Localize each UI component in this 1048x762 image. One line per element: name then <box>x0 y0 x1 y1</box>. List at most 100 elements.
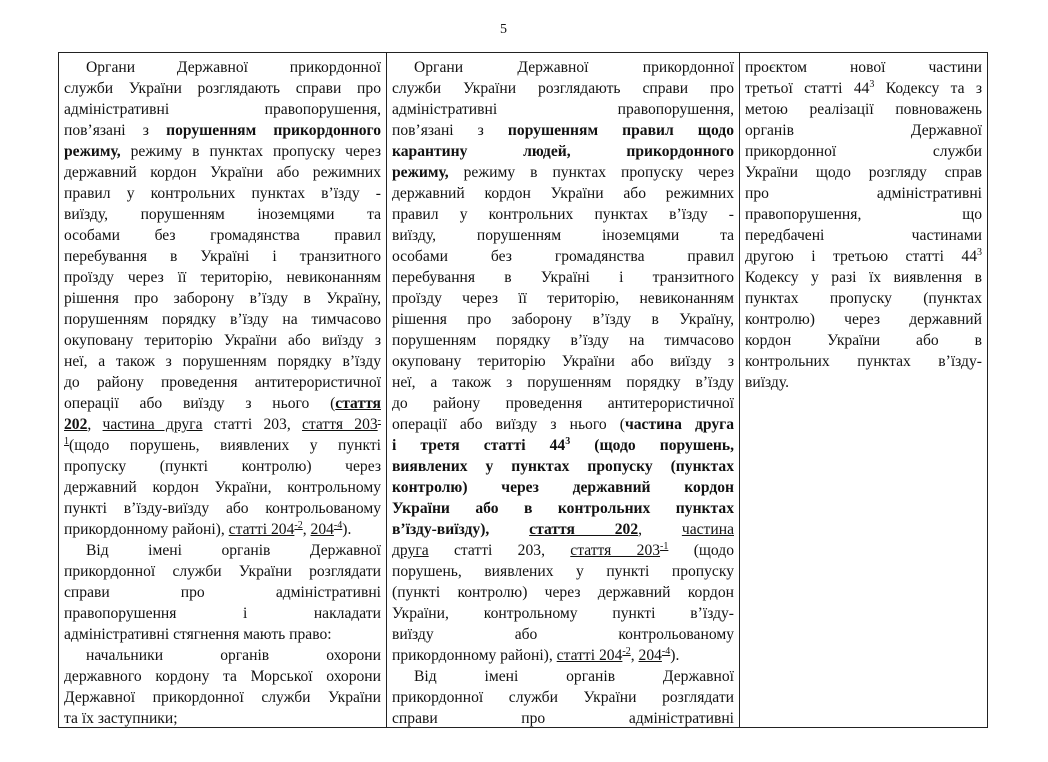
text-segment: Державної прикордонної служби України <box>64 689 381 706</box>
text-line: правил у контрольних пунктах в’їзду - <box>64 183 381 204</box>
text-line: метою реалізації повноважень <box>745 99 982 120</box>
text-segment: до району проведення антитерористичної <box>392 395 734 412</box>
text-segment: третьої статті 44 <box>745 80 870 97</box>
text-segment: метою реалізації повноважень <box>745 101 982 118</box>
text-segment: рішення про заборону в’їзду в Україну, <box>64 290 381 307</box>
text-segment: ). <box>670 647 680 664</box>
text-segment: окуповану територію України або виїзду з <box>64 332 381 349</box>
text-segment: державного кордону та Морської охорони <box>64 668 381 685</box>
text-segment: правил у контрольних пунктах в’їзду - <box>64 185 381 202</box>
text-line: виявлених у пунктах пропуску (пунктах <box>392 456 734 477</box>
text-segment: (щодо <box>668 542 734 559</box>
superscript: 3 <box>565 436 571 447</box>
text-line: адміністративні правопорушення, <box>64 99 381 120</box>
text-segment: прикордонному районі), <box>64 521 229 538</box>
text-line: контролю) через державний <box>745 309 982 330</box>
article-reference: стаття 203 <box>570 542 661 559</box>
superscript: - <box>377 415 381 426</box>
text-line: третьої статті 443 Кодексу та з <box>745 78 982 99</box>
text-segment: контролю) через державний <box>745 311 982 328</box>
emphasis-text: порушенням правил щодо <box>507 122 734 139</box>
text-segment: пункті в’їзду-виїзду або контрольованому <box>64 500 381 517</box>
superscript: -1 <box>660 541 669 552</box>
superscript: 3 <box>869 79 875 90</box>
text-segment: окуповану територію України або виїзду з <box>392 353 734 370</box>
text-line: (пункті контролю) через державний кордон <box>392 582 734 603</box>
text-line: правил у контрольних пунктах в’їзду - <box>392 204 734 225</box>
text-line: друга статті 203, стаття 203-1 (щодо <box>392 540 734 561</box>
text-line: контролю) через державний кордон <box>392 477 734 498</box>
text-segment: пов’язані з <box>392 122 508 139</box>
text-line: неї, а також з порушенням порядку в’їзду <box>64 351 381 372</box>
text-line: режиму, режиму в пунктах пропуску через <box>392 162 734 183</box>
text-line: рішення про заборону в’їзду в Україну, <box>64 288 381 309</box>
text-line: пов’язані з порушенням правил щодо <box>392 120 734 141</box>
text-segment: правопорушення і накладати <box>64 605 381 622</box>
article-reference: стаття 202 <box>529 521 639 538</box>
emphasis-text: карантину людей, прикордонного <box>392 143 734 160</box>
text-line: порушенням порядку в’їзду на тимчасово <box>64 309 381 330</box>
text-segment: прикордонному районі), <box>392 647 557 664</box>
text-line: адміністративні правопорушення, <box>392 99 734 120</box>
text-line: в’їзду-виїзду), стаття 202, частина <box>392 519 734 540</box>
text-line: адміністративні стягнення мають право: <box>64 624 381 645</box>
superscript: 3 <box>977 247 982 258</box>
text-line: пов’язані з порушенням прикордонного <box>64 120 381 141</box>
text-segment: Органи Державної прикордонної <box>414 59 734 76</box>
text-line: виїзду. <box>745 372 982 393</box>
text-line: виїзду, порушенням іноземцями та <box>392 225 734 246</box>
text-segment: режиму в пунктах пропуску через <box>448 164 734 181</box>
text-line: до району проведення антитерористичної <box>392 393 734 414</box>
text-segment: адміністративні правопорушення, <box>392 101 734 118</box>
text-line: прикордонної служби України розглядати <box>64 561 381 582</box>
text-segment: , <box>638 521 682 538</box>
text-segment: другою і третьою статті 44 <box>745 248 977 265</box>
text-line: справи про адміністративні <box>392 708 734 727</box>
text-segment: порушенням порядку в’їзду на тимчасово <box>392 332 734 349</box>
text-segment: перебування в Україні і транзитного <box>392 269 734 286</box>
table-cell-current-text: Органи Державної прикордонної служби Укра… <box>59 53 386 727</box>
text-line: пропуску (пункті контролю) через <box>64 456 381 477</box>
text-segment: Кодексу та з <box>874 80 982 97</box>
emphasis-text: контролю) через державний кордон <box>392 479 734 496</box>
text-segment: проїзду через її територію, невиконанням <box>392 290 734 307</box>
superscript: -2 <box>622 646 631 657</box>
text-segment: виїзду або контрольованому <box>392 626 734 643</box>
text-line: Органи Державної прикордонної <box>392 57 734 78</box>
text-segment: рішення про заборону в’їзду в Україну, <box>392 311 734 328</box>
text-line: 1(щодо порушень, виявлених у пункті <box>64 435 381 456</box>
text-segment: прикордонної служби України розглядати <box>64 563 381 580</box>
text-segment: , <box>87 416 103 433</box>
text-segment: проїзду через її територію, невиконанням <box>64 269 381 286</box>
text-segment: служби України розглядають справи про <box>392 80 734 97</box>
text-line: прикордонної служби <box>745 141 982 162</box>
article-reference: 204 <box>638 647 662 664</box>
text-line: правопорушення, що <box>745 204 982 225</box>
text-line: кордон України або в <box>745 330 982 351</box>
text-segment: ). <box>342 521 352 538</box>
text-segment: прикордонної служби України розглядати <box>392 689 734 706</box>
text-segment: , <box>630 647 639 664</box>
emphasis-text: України або в контрольних пунктах <box>392 500 734 517</box>
article-reference: статті 204 <box>228 521 295 538</box>
text-segment: правопорушення, що <box>745 206 982 223</box>
text-segment: прикордонної служби <box>745 143 982 160</box>
text-line: України щодо розгляду справ <box>745 162 982 183</box>
superscript: 1 <box>64 436 69 447</box>
text-segment: Органи Державної прикордонної <box>86 59 381 76</box>
text-segment: справи про адміністративні <box>64 584 381 601</box>
text-segment: передбачені частинами <box>745 227 982 244</box>
text-segment: неї, а також з порушенням порядку в’їзду <box>392 374 734 391</box>
text-segment: пов’язані з <box>64 122 167 139</box>
text-segment: до району проведення антитерористичної <box>64 374 381 391</box>
text-line: про адміністративні <box>745 183 982 204</box>
text-segment: виїзду, порушенням іноземцями та <box>64 206 381 223</box>
text-line: передбачені частинами <box>745 225 982 246</box>
text-line: справи про адміністративні <box>64 582 381 603</box>
text-segment: державний кордон України, контрольному <box>64 479 381 496</box>
text-segment: та їх заступники; <box>64 710 178 727</box>
text-segment: перебування в Україні і транзитного <box>64 248 381 265</box>
text-line: рішення про заборону в’їзду в Україну, <box>392 309 734 330</box>
text-segment: кордон України або в <box>745 332 982 349</box>
text-line: прикордонному районі), статті 204-2, 204… <box>392 645 734 666</box>
